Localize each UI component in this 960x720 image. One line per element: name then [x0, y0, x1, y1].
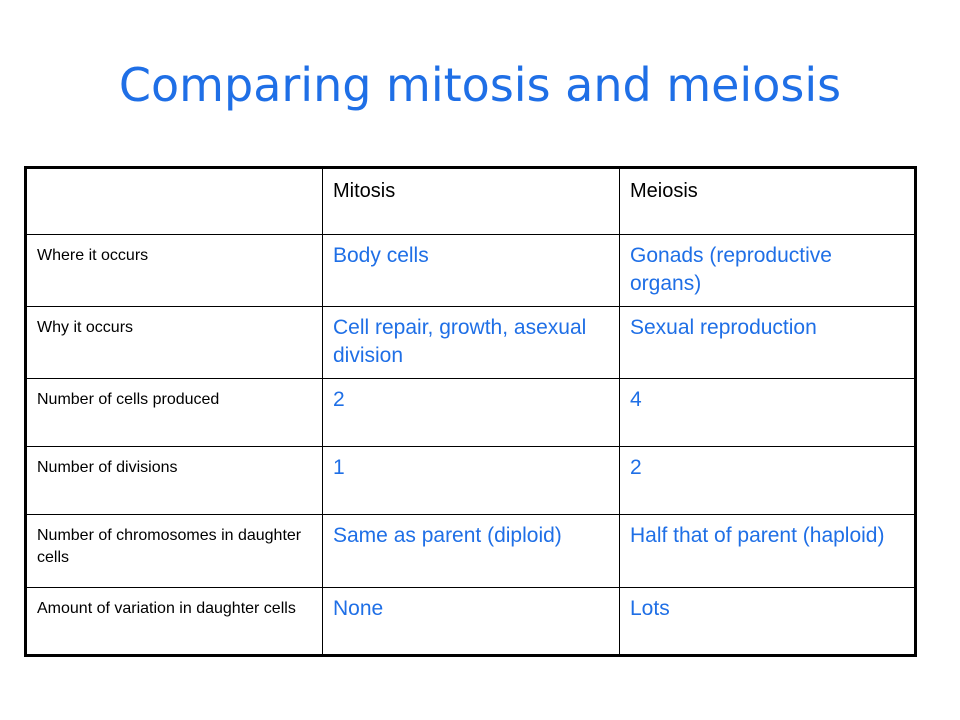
row-label-cell: Why it occurs: [25, 306, 323, 379]
row-label: Amount of variation in daughter cells: [37, 600, 296, 617]
meiosis-value: Half that of parent (haploid): [630, 524, 885, 547]
row-label-cell: Amount of variation in daughter cells: [25, 587, 323, 656]
row-label: Why it occurs: [37, 319, 134, 336]
header-meiosis: Meiosis: [630, 180, 698, 202]
meiosis-value: Lots: [630, 597, 670, 620]
header-cell-empty: [25, 167, 323, 235]
mitosis-cell: 2: [322, 378, 620, 447]
row-label: Number of chromosomes in daughter cells: [37, 527, 302, 566]
slide-title: Comparing mitosis and meiosis: [118, 58, 842, 112]
meiosis-value: Gonads (reproductive organs): [630, 244, 832, 295]
table-header-row: Mitosis Meiosis: [25, 167, 916, 235]
row-label-cell: Number of divisions: [25, 446, 323, 515]
mitosis-value: Body cells: [333, 244, 429, 267]
mitosis-value: 1: [333, 456, 345, 479]
meiosis-cell: 2: [619, 446, 916, 515]
meiosis-cell: Half that of parent (haploid): [619, 514, 916, 588]
mitosis-cell: Body cells: [322, 234, 620, 307]
table-row: Number of chromosomes in daughter cells …: [25, 514, 916, 588]
mitosis-value: 2: [333, 388, 345, 411]
table-row: Amount of variation in daughter cells No…: [25, 587, 916, 656]
mitosis-value: None: [333, 597, 384, 620]
mitosis-cell: None: [322, 587, 620, 656]
header-cell-meiosis: Meiosis: [619, 167, 916, 235]
row-label: Number of divisions: [37, 459, 178, 476]
mitosis-cell: Cell repair, growth, asexual division: [322, 306, 620, 379]
row-label-cell: Where it occurs: [25, 234, 323, 307]
table-row: Why it occurs Cell repair, growth, asexu…: [25, 306, 916, 379]
table-row: Number of divisions 1 2: [25, 446, 916, 515]
row-label: Where it occurs: [37, 247, 149, 264]
mitosis-value: Same as parent (diploid): [333, 524, 562, 547]
meiosis-cell: 4: [619, 378, 916, 447]
header-mitosis: Mitosis: [333, 180, 396, 202]
header-cell-mitosis: Mitosis: [322, 167, 620, 235]
meiosis-value: Sexual reproduction: [630, 316, 817, 339]
meiosis-cell: Gonads (reproductive organs): [619, 234, 916, 307]
table-row: Number of cells produced 2 4: [25, 378, 916, 447]
row-label-cell: Number of cells produced: [25, 378, 323, 447]
meiosis-cell: Sexual reproduction: [619, 306, 916, 379]
mitosis-value: Cell repair, growth, asexual division: [333, 316, 587, 367]
meiosis-cell: Lots: [619, 587, 916, 656]
table-row: Where it occurs Body cells Gonads (repro…: [25, 234, 916, 307]
meiosis-value: 4: [630, 388, 642, 411]
mitosis-cell: 1: [322, 446, 620, 515]
comparison-table: Mitosis Meiosis Where it occurs Body cel…: [24, 166, 917, 657]
row-label: Number of cells produced: [37, 391, 220, 408]
row-label-cell: Number of chromosomes in daughter cells: [25, 514, 323, 588]
meiosis-value: 2: [630, 456, 642, 479]
mitosis-cell: Same as parent (diploid): [322, 514, 620, 588]
